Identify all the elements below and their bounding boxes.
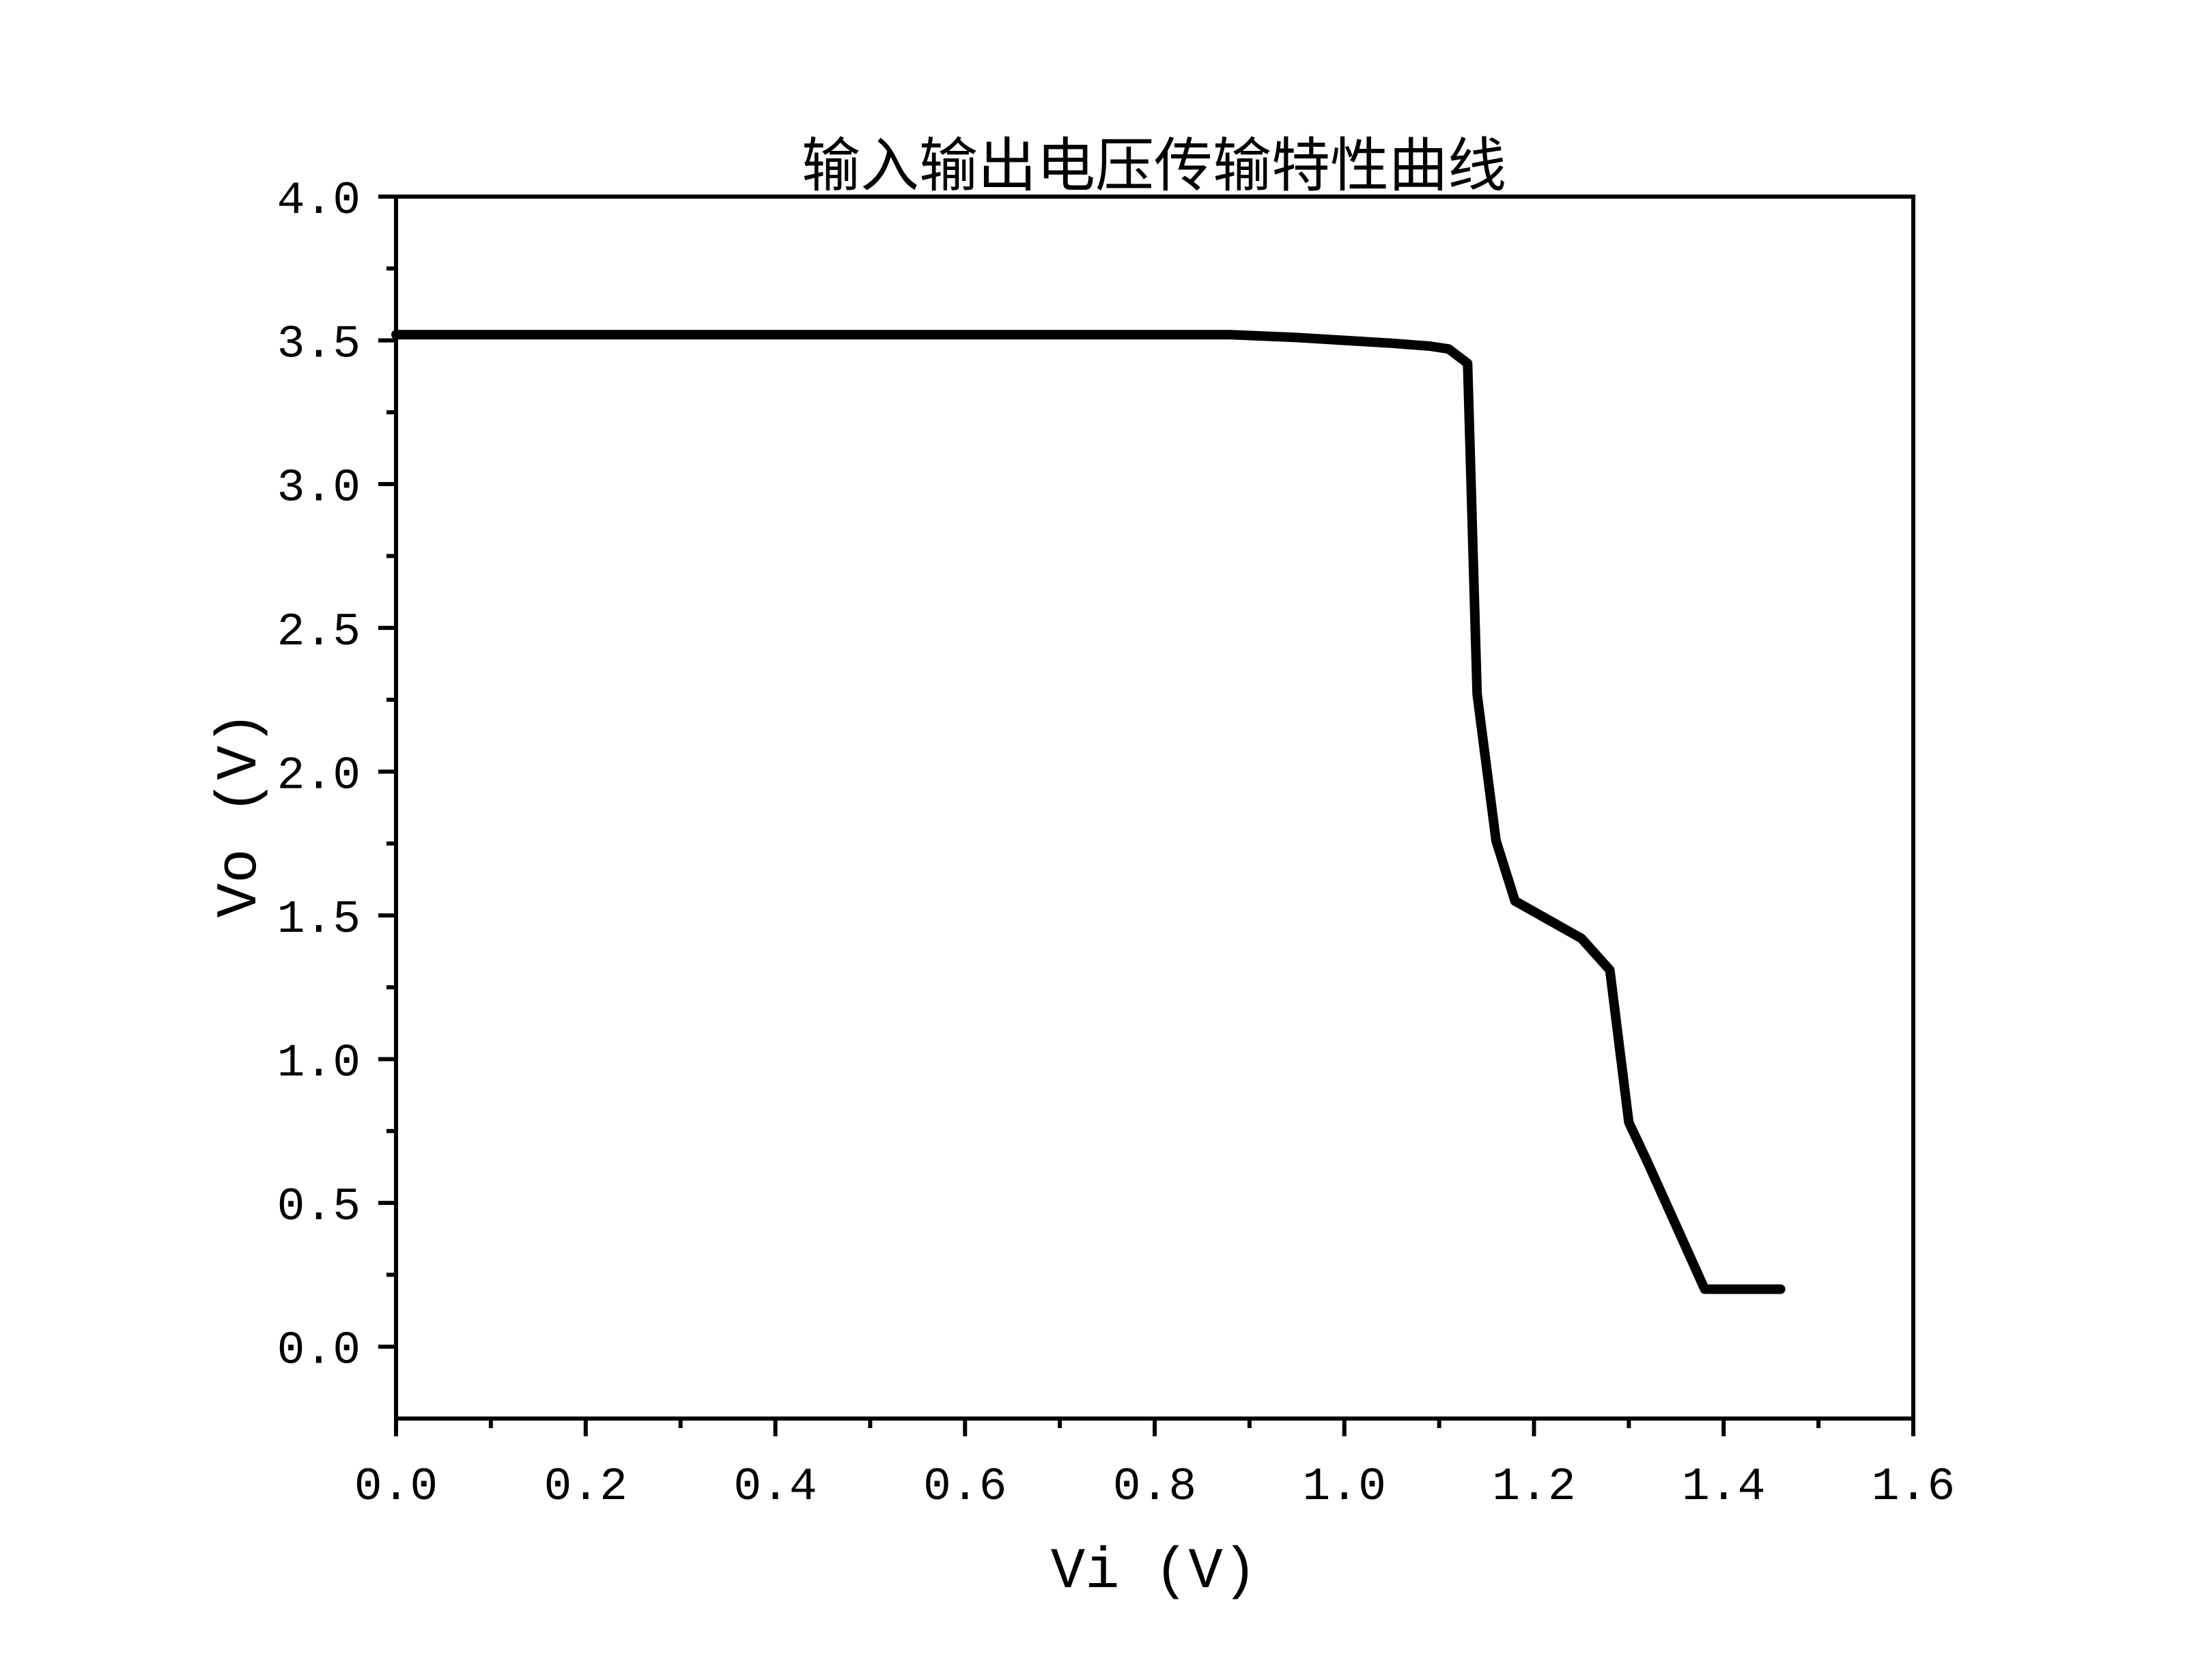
y-tick-label: 2.0 bbox=[277, 750, 361, 802]
x-axis: 0.0 0.2 0.4 0.6 0.8 1.0 1.2 1.4 1.6 bbox=[354, 1419, 1955, 1513]
y-axis-label: Vo (V) bbox=[208, 711, 273, 917]
x-tick-label: 0.0 bbox=[354, 1461, 438, 1513]
x-tick-label: 1.4 bbox=[1682, 1461, 1765, 1513]
x-tick-label: 0.8 bbox=[1113, 1461, 1196, 1513]
x-tick-label: 0.6 bbox=[923, 1461, 1006, 1513]
y-tick-label: 4.0 bbox=[277, 175, 361, 227]
chart-title: 输入输出电压传输特性曲线 bbox=[802, 132, 1506, 200]
y-tick-label: 3.0 bbox=[277, 462, 361, 515]
series-line bbox=[391, 330, 1786, 1294]
y-axis: 0.0 0.5 1.0 1.5 2.0 2.5 3.0 3.5 4.0 bbox=[277, 175, 396, 1378]
x-tick-label: 0.2 bbox=[544, 1461, 628, 1513]
x-tick-label: 1.6 bbox=[1872, 1461, 1955, 1513]
y-tick-label: 0.5 bbox=[277, 1181, 361, 1234]
y-tick-label: 1.5 bbox=[277, 894, 361, 946]
plot-frame bbox=[394, 195, 1915, 1421]
y-tick-label: 2.5 bbox=[277, 606, 361, 659]
y-tick-label: 1.0 bbox=[277, 1038, 361, 1090]
x-tick-label: 1.2 bbox=[1492, 1461, 1575, 1513]
y-tick-label: 0.0 bbox=[277, 1325, 361, 1378]
y-tick-label: 3.5 bbox=[277, 319, 361, 371]
x-tick-label: 1.0 bbox=[1303, 1461, 1386, 1513]
x-tick-label: 0.4 bbox=[733, 1461, 817, 1513]
series-layer bbox=[391, 330, 1786, 1294]
x-axis-label: Vi (V) bbox=[1051, 1540, 1257, 1605]
